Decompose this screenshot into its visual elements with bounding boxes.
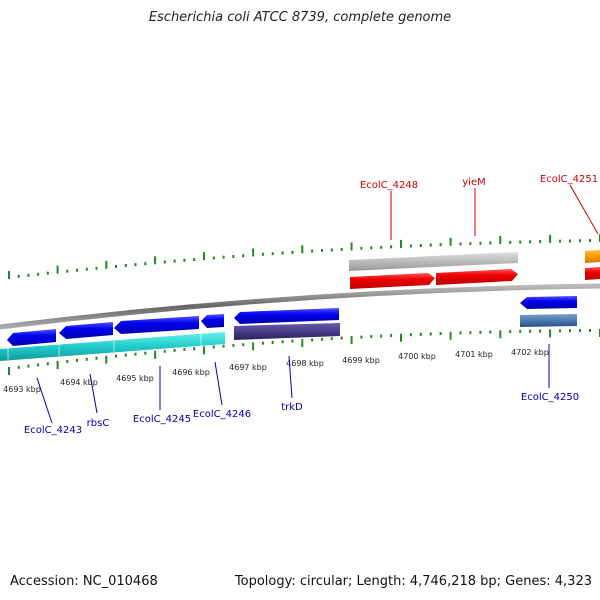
kbp-label: 4698 kbp [286, 359, 324, 368]
cds-ecolc-4251 [585, 267, 600, 280]
reverse-gene-track-cyan [0, 332, 225, 361]
label-ecolc-4243[interactable]: EcolC_4243 [24, 425, 82, 436]
label-ecolc-4250[interactable]: EcolC_4250 [521, 392, 579, 403]
genome-summary-text: Topology: circular; Length: 4,746,218 bp… [234, 574, 592, 589]
label-rbsc[interactable]: rbsC [87, 418, 110, 429]
cds-yiem [436, 269, 518, 285]
outer-tick-ring [8, 234, 600, 279]
kbp-label: 4701 kbp [455, 350, 493, 359]
kbp-label: 4702 kbp [511, 348, 549, 357]
cyan-track-separators [7, 334, 202, 360]
cds-ecolc-4243 [7, 329, 56, 346]
cds-ecolc-4250 [520, 296, 577, 309]
cds-ecolc-4246 [201, 314, 224, 328]
kbp-label: 4700 kbp [398, 352, 436, 361]
orange-feature [585, 250, 600, 263]
reverse-gene-track-purple [234, 323, 340, 340]
cds-trkd [234, 308, 339, 324]
label-trkd[interactable]: trkD [281, 402, 303, 413]
cds-ecolc-4248 [350, 273, 435, 289]
map-title: Escherichia coli ATCC 8739, complete gen… [148, 10, 452, 25]
kbp-label: 4695 kbp [116, 374, 154, 383]
label-ecolc-4251[interactable]: EcolC_4251 [540, 174, 598, 185]
cds-ecolc-4245 [114, 316, 199, 334]
inner-tick-ring [8, 329, 600, 375]
label-ecolc-4246[interactable]: EcolC_4246 [193, 409, 251, 420]
label-ecolc-4245[interactable]: EcolC_4245 [133, 414, 191, 425]
forward-gene-track [349, 252, 518, 271]
cds-rbsc [59, 322, 113, 339]
kbp-label: 4699 kbp [342, 356, 380, 365]
reverse-gene-labels: EcolC_4243 rbsC EcolC_4245 EcolC_4246 tr… [24, 344, 579, 436]
kbp-label: 4693 kbp [3, 385, 41, 394]
kbp-label: 4696 kbp [172, 368, 210, 377]
genome-backbone [0, 283, 600, 330]
forward-gene-labels: EcolC_4248 yieM EcolC_4251 [360, 174, 599, 240]
reverse-gene-track-steel [520, 314, 577, 327]
label-ecolc-4248[interactable]: EcolC_4248 [360, 180, 418, 191]
accession-text: Accession: NC_010468 [10, 574, 158, 589]
label-yiem[interactable]: yieM [462, 177, 485, 188]
kbp-labels: 4693 kbp 4694 kbp 4695 kbp 4696 kbp 4697 kbp… [3, 348, 549, 394]
kbp-label: 4697 kbp [229, 363, 267, 372]
kbp-label: 4694 kbp [60, 378, 98, 387]
